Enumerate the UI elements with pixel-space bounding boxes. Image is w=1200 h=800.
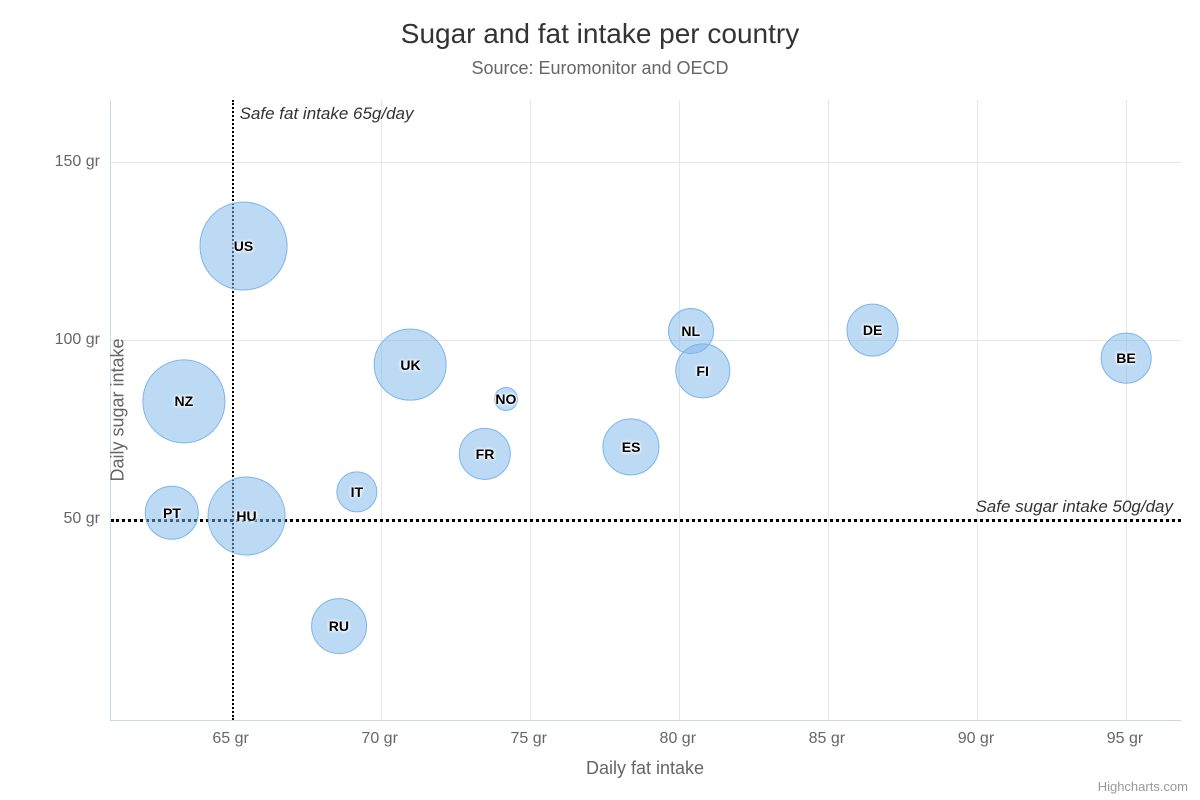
bubble-point[interactable] [145,485,199,539]
y-gridline [111,162,1181,163]
x-tick-label: 65 gr [212,730,248,748]
x-tick-label: 80 gr [660,730,696,748]
x-tick-label: 75 gr [510,730,546,748]
y-tick-label: 150 gr [40,153,100,171]
bubble-point[interactable] [199,202,288,291]
x-tick-label: 90 gr [958,730,994,748]
x-gridline [1126,100,1127,720]
bubble-point[interactable] [846,304,899,357]
bubble-point[interactable] [374,328,447,401]
x-axis-title: Daily fat intake [110,758,1180,779]
y-axis-title: Daily sugar intake [108,310,129,510]
ref-line-vertical-label: Safe fat intake 65g/day [240,104,414,124]
plot-area[interactable]: Safe fat intake 65g/day Safe sugar intake… [110,100,1181,721]
bubble-point[interactable] [603,419,660,476]
bubble-chart: Sugar and fat intake per country Source:… [0,0,1200,800]
chart-subtitle: Source: Euromonitor and OECD [0,58,1200,79]
y-tick-label: 50 gr [40,510,100,528]
x-tick-label: 85 gr [809,730,845,748]
y-gridline [111,340,1181,341]
x-gridline [679,100,680,720]
ref-line-vertical [232,100,234,720]
bubble-point[interactable] [668,308,714,354]
credits-link[interactable]: Highcharts.com [1098,779,1188,794]
bubble-point[interactable] [494,387,518,411]
bubble-point[interactable] [1101,333,1152,384]
bubble-point[interactable] [336,471,377,512]
bubble-point[interactable] [207,477,286,556]
x-gridline [381,100,382,720]
x-tick-label: 95 gr [1107,730,1143,748]
x-tick-label: 70 gr [361,730,397,748]
y-tick-label: 100 gr [40,331,100,349]
x-gridline [530,100,531,720]
bubble-point[interactable] [142,360,225,443]
chart-title: Sugar and fat intake per country [0,18,1200,50]
x-gridline [977,100,978,720]
ref-line-horizontal-label: Safe sugar intake 50g/day [975,497,1173,517]
bubble-point[interactable] [311,598,367,654]
bubble-point[interactable] [459,428,511,480]
x-gridline [828,100,829,720]
